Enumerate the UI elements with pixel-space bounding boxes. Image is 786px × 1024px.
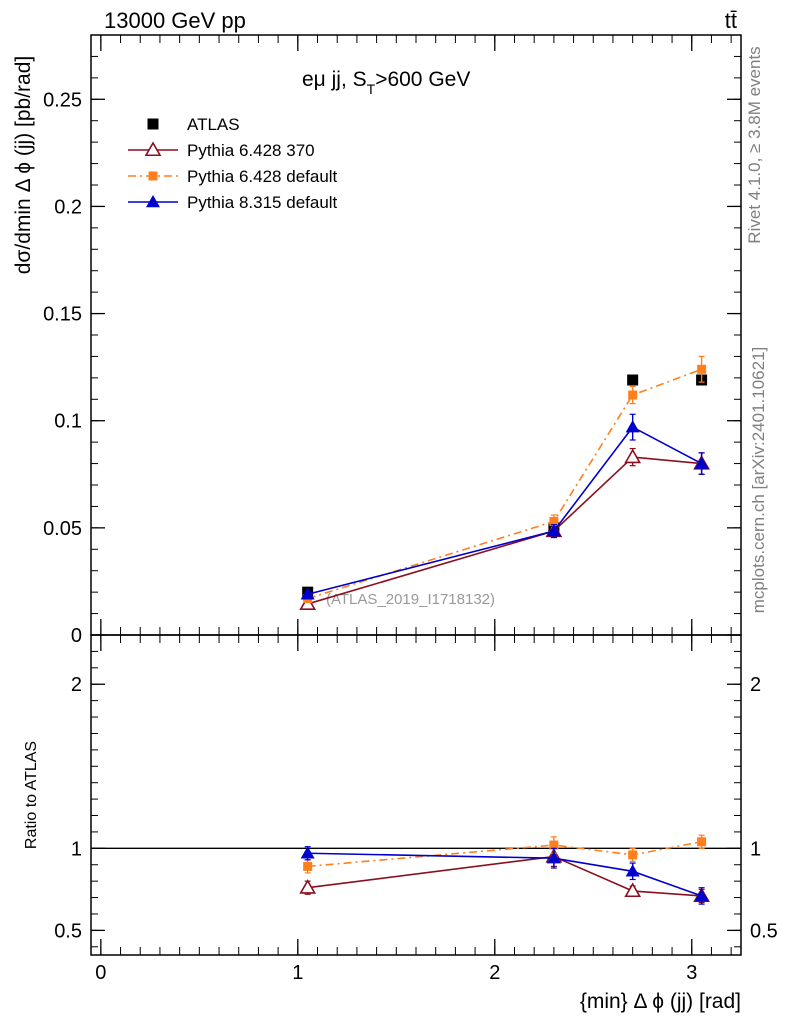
series-atlas xyxy=(302,374,708,598)
ratio-point xyxy=(546,851,561,864)
ratio-plot-frame xyxy=(90,634,742,956)
data-point xyxy=(697,364,707,374)
data-point xyxy=(300,587,315,600)
chart-title-tail: >600 GeV xyxy=(375,68,470,91)
ratio-point xyxy=(624,882,642,898)
ratio-point xyxy=(303,861,313,871)
ratio-y-axis: 0.5 0.5 1 1 2 2 xyxy=(54,650,778,948)
series-pythia-6-428-370 xyxy=(299,447,710,904)
ratio-tick-label: 0.5 xyxy=(54,920,82,942)
ratio-tick-label-right: 2 xyxy=(750,674,761,696)
y-tick-label: 0 xyxy=(71,625,82,647)
series-line xyxy=(307,426,702,596)
legend-label: Pythia 6.428 370 xyxy=(187,141,315,160)
ratio-point xyxy=(697,837,707,847)
legend-item: Pythia 6.428 370 xyxy=(128,141,315,160)
legend-item: Pythia 6.428 default xyxy=(128,167,338,186)
x-tick-label: 1 xyxy=(292,962,303,984)
y-tick-label: 0.2 xyxy=(54,196,82,218)
chart-title-main: eμ jj, S xyxy=(302,68,367,91)
x-tick-label: 0 xyxy=(95,962,106,984)
legend-marker xyxy=(146,195,160,208)
data-point xyxy=(624,448,642,464)
x-axis: 0 1 2 3 xyxy=(95,35,732,984)
data-point xyxy=(694,456,709,469)
legend-label: Pythia 6.428 default xyxy=(187,167,338,186)
main-y-axis: 0 0.05 0.1 0.15 0.2 0.25 xyxy=(43,55,741,647)
analysis-tag: (ATLAS_2019_I1718132) xyxy=(326,591,495,608)
series-line xyxy=(307,456,702,605)
x-tick-label: 2 xyxy=(489,962,500,984)
y-tick-label: 0.25 xyxy=(43,89,82,111)
x-tick-label: 3 xyxy=(686,962,697,984)
y-tick-label: 0.15 xyxy=(43,304,82,326)
ratio-point xyxy=(300,846,315,859)
ratio-tick-label: 1 xyxy=(71,838,82,860)
ratio-point xyxy=(625,864,640,877)
ratio-point xyxy=(299,879,317,894)
energy-label: 13000 GeV pp xyxy=(104,8,246,33)
chart-title-sub: T xyxy=(367,81,376,97)
mcplots-label: mcplots.cern.ch [arXiv:2401.10621] xyxy=(749,347,768,613)
y-tick-label: 0.1 xyxy=(54,411,82,433)
ratio-line xyxy=(307,852,702,897)
ratio-point xyxy=(549,840,559,850)
legend-label: Pythia 8.315 default xyxy=(187,193,338,212)
ratio-tick-label-right: 0.5 xyxy=(750,920,778,942)
x-axis-label: {min} Δ ϕ (jj) [rad] xyxy=(580,990,741,1013)
ratio-y-axis-label: Ratio to ATLAS xyxy=(23,741,40,849)
legend-marker xyxy=(148,171,158,181)
chart-title: eμ jj, ST>600 GeV xyxy=(302,68,470,97)
rivet-label: Rivet 4.1.0, ≥ 3.8M events xyxy=(745,46,764,243)
legend-item: ATLAS xyxy=(147,115,240,134)
data-point xyxy=(627,374,639,386)
legend-label: ATLAS xyxy=(187,115,240,134)
ratio-tick-label-right: 1 xyxy=(750,838,761,860)
y-tick-label: 0.05 xyxy=(43,518,82,540)
data-point xyxy=(546,524,561,537)
data-point xyxy=(549,516,559,526)
data-point xyxy=(625,420,640,433)
y-axis-label: dσ/dmin Δ ϕ (jj) [pb/rad] xyxy=(12,56,35,275)
ratio-point xyxy=(628,850,638,860)
ratio-line xyxy=(307,855,702,897)
legend-marker xyxy=(147,118,159,130)
legend-item: Pythia 8.315 default xyxy=(128,193,338,212)
process-label: tt̄ xyxy=(725,8,737,33)
series-pythia-8-315-default xyxy=(300,413,709,905)
data-point xyxy=(628,390,638,400)
ratio-line xyxy=(307,840,702,868)
legend: ATLAS Pythia 6.428 370 Pythia 6.428 defaul… xyxy=(128,115,338,212)
legend-marker xyxy=(144,141,162,157)
ratio-tick-label: 2 xyxy=(71,674,82,696)
ratio-point xyxy=(694,888,709,902)
series-line xyxy=(307,368,702,600)
series-layer xyxy=(299,355,710,905)
